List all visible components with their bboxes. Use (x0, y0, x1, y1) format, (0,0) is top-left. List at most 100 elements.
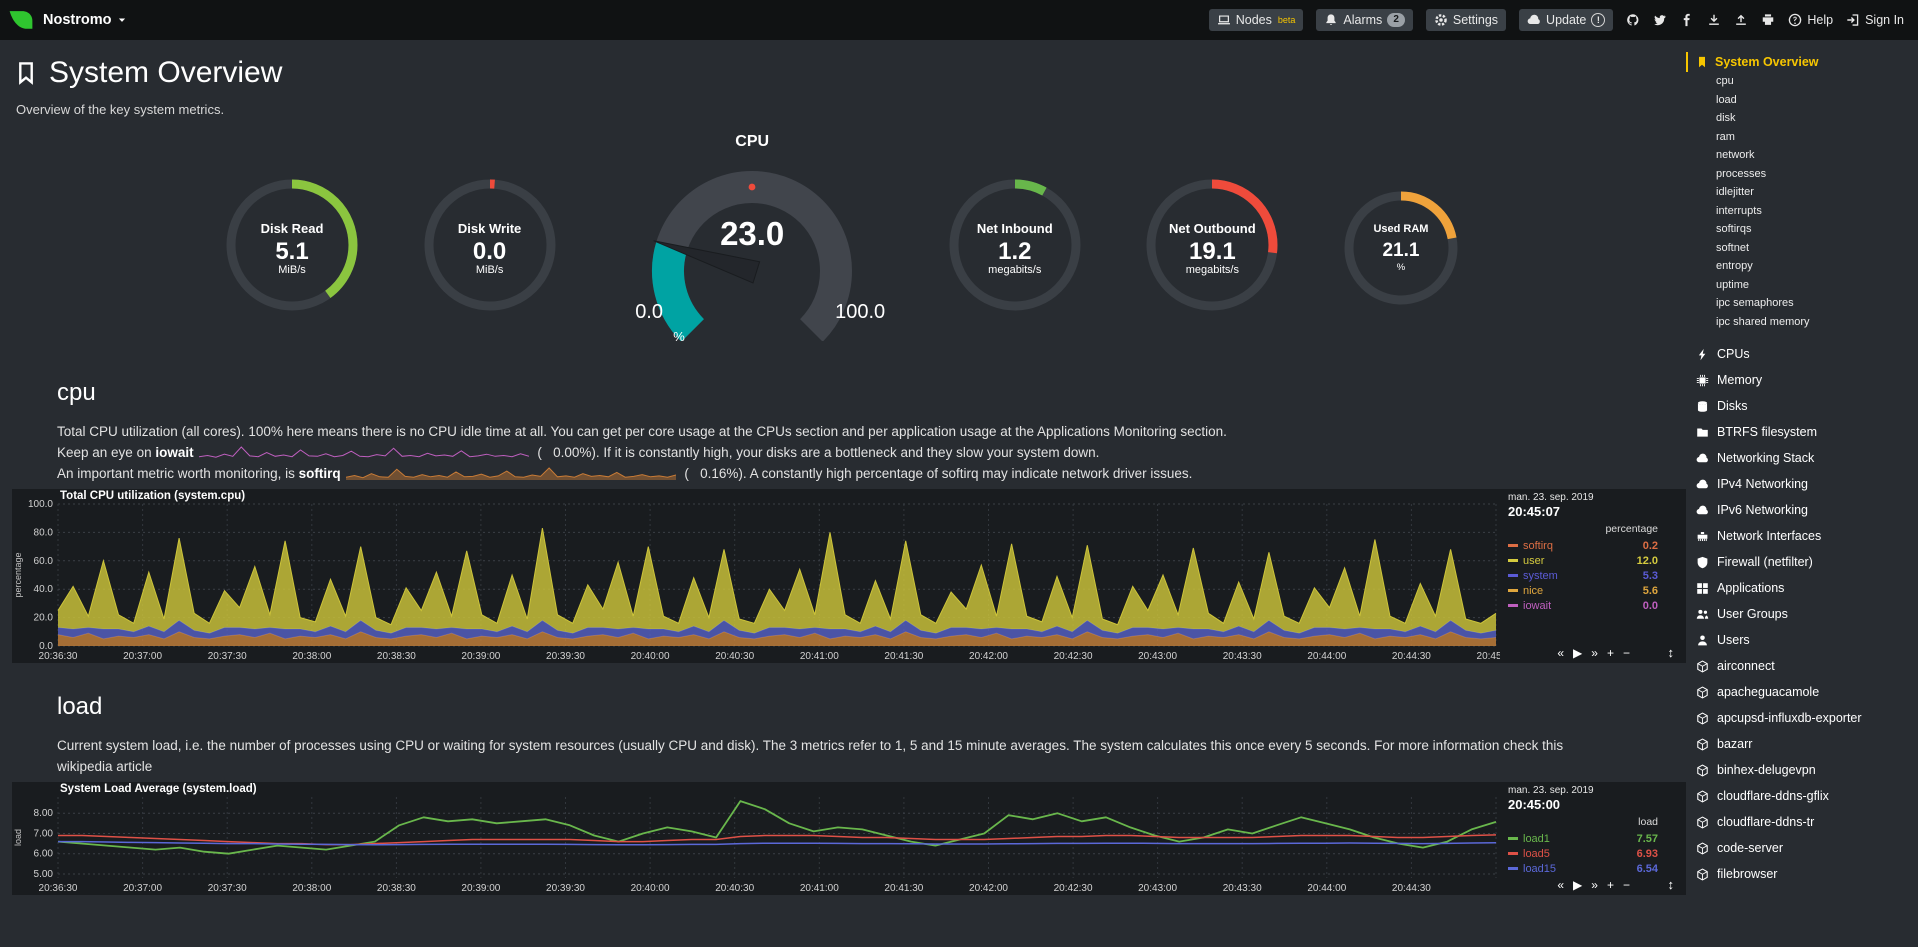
sidebar-item-network-interfaces[interactable]: Network Interfaces (1686, 523, 1914, 549)
sidebar-subitem-softirqs[interactable]: softirqs (1716, 223, 1752, 235)
sidebar-item-bazarr[interactable]: bazarr (1686, 731, 1914, 757)
svg-text:20:38:30: 20:38:30 (377, 651, 416, 662)
gauge-net-inbound[interactable]: Net Inbound 1.2 megabits/s (947, 177, 1083, 313)
facebook-button[interactable] (1680, 13, 1694, 27)
legend-swatch (1508, 852, 1518, 855)
play-button[interactable]: ▶ (1573, 878, 1583, 892)
sidebar-subitem-uptime[interactable]: uptime (1716, 278, 1750, 291)
sidebar-subitem-interrupts[interactable]: interrupts (1716, 204, 1762, 217)
sidebar-item-system-overview[interactable]: System Overview (1686, 52, 1914, 72)
sidebar-item-apcupsd-influxdb-exporter[interactable]: apcupsd-influxdb-exporter (1686, 705, 1914, 731)
sidebar-item-cloudflare-ddns-gflix[interactable]: cloudflare-ddns-gflix (1686, 783, 1914, 809)
user-icon (1696, 634, 1709, 647)
sidebar-item-filebrowser[interactable]: filebrowser (1686, 861, 1914, 887)
update-button[interactable]: Update! (1519, 9, 1614, 31)
sidebar-item-cloudflare-ddns-tr[interactable]: cloudflare-ddns-tr (1686, 809, 1914, 835)
legend-item-load5[interactable]: load5 6.93 (1508, 846, 1658, 861)
import-snapshot-button[interactable] (1707, 13, 1721, 27)
chart-resize-handle[interactable]: ↕ (1667, 877, 1675, 892)
pan-forward-button[interactable]: » (1591, 878, 1598, 892)
sidebar-item-code-server[interactable]: code-server (1686, 835, 1914, 861)
pan-forward-button[interactable]: » (1591, 646, 1598, 660)
export-snapshot-button[interactable] (1734, 13, 1748, 27)
cube-icon (1696, 686, 1709, 699)
nodes-label: Nodes (1235, 13, 1272, 27)
twitter-button[interactable] (1653, 13, 1667, 27)
chart-title: System Load Average (system.load) (60, 783, 257, 795)
sidebar-item-ipv4-networking[interactable]: IPv4 Networking (1686, 471, 1914, 497)
sidebar-item-users[interactable]: Users (1686, 627, 1914, 653)
cpu-utilization-plot[interactable]: 0.0 20.0 40.0 60.0 80.0 100.0 20:36:30 20:37:00… (12, 490, 1500, 663)
sidebar-item-binhex-delugevpn[interactable]: binhex-delugevpn (1686, 757, 1914, 783)
gauge-value: 5.1 (275, 238, 309, 266)
legend-item-user[interactable]: user 12.0 (1508, 553, 1658, 568)
sidebar-item-btrfs-filesystem[interactable]: BTRFS filesystem (1686, 419, 1914, 445)
hostname-label: Nostromo (43, 12, 112, 28)
sidebar-subitem-entropy[interactable]: entropy (1716, 260, 1753, 272)
nodes-button[interactable]: Nodes beta (1208, 9, 1304, 31)
top-bar: Nostromo Nodes beta Alarms 2 Settings Update!… (0, 0, 1918, 40)
cube-icon (1696, 660, 1709, 673)
print-button[interactable] (1761, 13, 1775, 27)
gauge-disk-write[interactable]: Disk Write 0.0 MiB/s (422, 177, 558, 313)
sidebar-item-firewall-netfilter[interactable]: Firewall (netfilter) (1686, 549, 1914, 575)
sidebar-subitem-ipc-shared-memory[interactable]: ipc shared memory (1716, 315, 1810, 328)
pan-backward-button[interactable]: « (1557, 878, 1565, 892)
sidebar-item-airconnect[interactable]: airconnect (1686, 653, 1914, 679)
gauge-units: MiB/s (278, 264, 306, 277)
sidebar-subitem-cpu[interactable]: cpu (1716, 75, 1734, 87)
zoom-out-button[interactable]: − (1622, 646, 1630, 660)
zoom-in-button[interactable]: + (1606, 878, 1614, 892)
sidebar-item-applications[interactable]: Applications (1686, 575, 1914, 601)
gauge-used-ram[interactable]: Used RAM 21.1 % (1342, 189, 1460, 307)
page-header: System Overview (0, 40, 1686, 90)
sidebar-subitem-softnet[interactable]: softnet (1716, 241, 1750, 254)
svg-text:load: load (13, 829, 23, 846)
sidebar-item-user-groups[interactable]: User Groups (1686, 601, 1914, 627)
legend-item-load15[interactable]: load15 6.54 (1508, 861, 1658, 876)
sidebar-subitem-ram[interactable]: ram (1716, 130, 1735, 143)
chart-resize-handle[interactable]: ↕ (1667, 645, 1675, 660)
gauge-disk-read[interactable]: Disk Read 5.1 MiB/s (224, 177, 360, 313)
sidebar-subitem-ipc-semaphores[interactable]: ipc semaphores (1716, 297, 1794, 309)
sidebar-subitem-network[interactable]: network (1716, 149, 1755, 161)
description-line: Total CPU utilization (all cores). 100% … (57, 424, 1227, 439)
sidebar-item-cpus[interactable]: CPUs (1686, 341, 1914, 367)
system-load-plot[interactable]: 5.00 6.00 7.00 8.00 20:36:30 20:37:00 20:37:30… (12, 783, 1500, 895)
sidebar-item-networking-stack[interactable]: Networking Stack (1686, 445, 1914, 471)
legend-item-nice[interactable]: nice 5.6 (1508, 583, 1658, 598)
sidebar-item-disks[interactable]: Disks (1686, 393, 1914, 419)
system-load-legend: man. 23. sep. 2019 20:45:00 load load1 7.… (1500, 783, 1672, 895)
settings-button[interactable]: Settings (1425, 9, 1507, 31)
sidebar-item-apacheguacamole[interactable]: apacheguacamole (1686, 679, 1914, 705)
cloud-icon (1696, 452, 1709, 465)
sidebar-subitem-disk[interactable]: disk (1716, 112, 1736, 124)
gauge-cpu[interactable]: CPU 23.0 0.0 100.0 % (619, 133, 885, 349)
pan-backward-button[interactable]: « (1557, 646, 1565, 660)
gauge-ring (226, 179, 358, 311)
sidebar-item-label: IPv6 Networking (1717, 503, 1809, 517)
cube-icon (1696, 790, 1709, 803)
play-button[interactable]: ▶ (1573, 646, 1583, 660)
hostname-dropdown[interactable]: Nostromo (43, 12, 127, 28)
legend-item-load1[interactable]: load1 7.57 (1508, 831, 1658, 846)
sidebar-item-memory[interactable]: Memory (1686, 367, 1914, 393)
legend-item-system[interactable]: system 5.3 (1508, 568, 1658, 583)
legend-item-iowait[interactable]: iowait 0.0 (1508, 598, 1658, 613)
sidebar-subitem-processes[interactable]: processes (1716, 167, 1767, 180)
alarms-button[interactable]: Alarms 2 (1316, 9, 1413, 31)
sidebar-active-label: System Overview (1715, 55, 1819, 69)
sidebar-subitem-load[interactable]: load (1716, 93, 1737, 106)
github-button[interactable] (1626, 13, 1640, 27)
sidebar-item-ipv6-networking[interactable]: IPv6 Networking (1686, 497, 1914, 523)
zoom-out-button[interactable]: − (1622, 878, 1630, 892)
gauge-title: Net Outbound (1169, 220, 1256, 236)
gauge-title: Net Inbound (976, 220, 1053, 236)
legend-item-softirq[interactable]: softirq 0.2 (1508, 538, 1658, 553)
help-button[interactable]: Help (1788, 13, 1833, 27)
sidebar-subitem-idlejitter[interactable]: idlejitter (1716, 186, 1754, 198)
sign-in-button[interactable]: Sign In (1846, 13, 1904, 27)
gauge-net-outbound[interactable]: Net Outbound 19.1 megabits/s (1144, 177, 1280, 313)
zoom-in-button[interactable]: + (1606, 646, 1614, 660)
metric-name: softirq (298, 466, 341, 481)
